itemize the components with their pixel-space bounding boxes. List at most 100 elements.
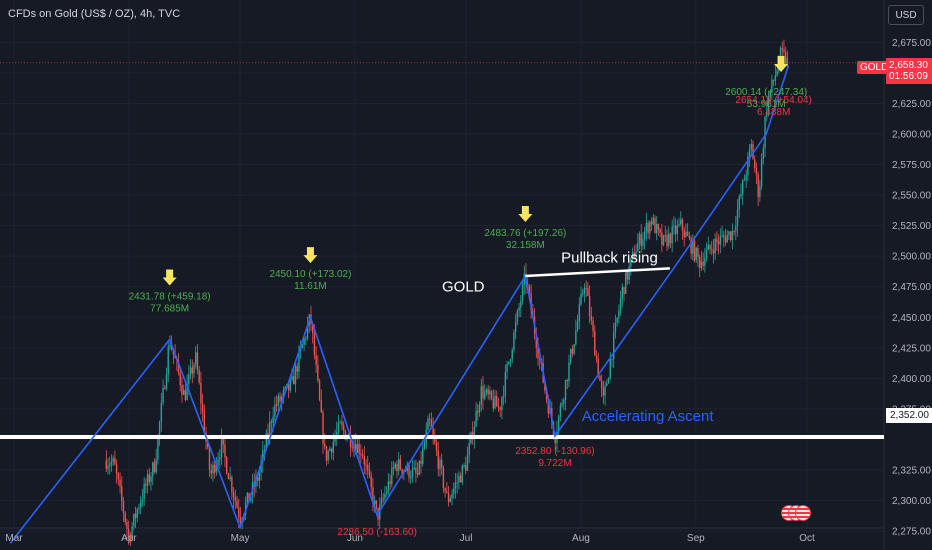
candle-body xyxy=(281,396,283,402)
candle-body xyxy=(736,209,739,226)
us-flag-icon[interactable] xyxy=(795,505,811,521)
candle-body xyxy=(674,225,677,234)
price-tick-label: 2,550.00 xyxy=(892,191,931,202)
candle-body xyxy=(217,459,219,465)
candle-body xyxy=(643,231,646,239)
candle-body xyxy=(329,448,331,451)
swing-price-label: 2483.76 (+197.26) xyxy=(484,228,566,239)
candle-body xyxy=(723,235,725,238)
price-tick-label: 2,575.00 xyxy=(892,160,931,171)
candle-body xyxy=(731,230,734,241)
candle-body xyxy=(459,475,462,483)
candle-body xyxy=(769,91,771,98)
candle-body xyxy=(659,229,661,233)
candle-body xyxy=(669,233,672,244)
candle-body xyxy=(422,448,424,464)
candle-body xyxy=(396,463,398,472)
candle-body xyxy=(537,347,539,359)
bar-countdown: 01:56:09 xyxy=(889,71,928,82)
candle-body xyxy=(169,345,171,348)
candle-body xyxy=(606,383,608,386)
candle-body xyxy=(475,410,477,427)
swing-volume-label: 77.685M xyxy=(150,304,189,315)
candle-body xyxy=(110,461,113,465)
candle-body xyxy=(580,294,582,305)
candle-body xyxy=(392,467,395,469)
swing-volume-label: 11.61M xyxy=(294,281,327,292)
candle-body xyxy=(575,330,577,345)
candle-body xyxy=(642,238,644,246)
price-tick-label: 2,400.00 xyxy=(892,374,931,385)
swing-price-label: 2600.14 (+247.34) xyxy=(725,87,807,98)
candle-body xyxy=(496,396,498,407)
candle-body xyxy=(293,376,295,385)
candle-body xyxy=(573,344,575,354)
candle-body xyxy=(494,396,496,409)
candle-body xyxy=(155,459,157,473)
candle-body xyxy=(662,235,665,245)
candle-body xyxy=(485,389,488,393)
candle-body xyxy=(692,240,694,254)
candle-body xyxy=(322,412,324,444)
candle-body xyxy=(203,411,206,433)
candle-body xyxy=(554,435,556,443)
last-price-badge: 2,658.30 01:56:09 xyxy=(886,58,932,84)
candle-body xyxy=(121,486,123,501)
candle-body xyxy=(717,241,720,245)
candle-body xyxy=(454,482,457,489)
down-arrow-icon xyxy=(774,56,789,72)
candle-body xyxy=(772,79,775,81)
candle-body xyxy=(456,482,458,484)
candle-body xyxy=(563,399,565,404)
candle-body xyxy=(489,391,491,395)
candle-body xyxy=(415,467,417,473)
price-tick-label: 2,675.00 xyxy=(892,38,931,49)
swing-volume-label: 32.158M xyxy=(506,240,545,251)
candle-body xyxy=(401,469,403,474)
candle-body xyxy=(721,235,723,237)
candle-body xyxy=(107,466,109,469)
price-tick-label: 2,275.00 xyxy=(892,527,931,538)
candle-body xyxy=(385,491,388,495)
candle-body xyxy=(179,372,181,386)
candle-body xyxy=(600,380,603,389)
candle-body xyxy=(363,455,365,465)
candle-body xyxy=(129,535,132,540)
gold-text-label: GOLD xyxy=(442,279,485,296)
candle-body xyxy=(208,447,211,470)
candle-body xyxy=(724,237,727,243)
candle-body xyxy=(210,469,212,474)
candle-body xyxy=(134,513,137,518)
candle-body xyxy=(112,458,114,462)
candle-body xyxy=(301,344,304,348)
currency-button[interactable]: USD xyxy=(888,5,924,25)
candle-body xyxy=(365,464,367,466)
candle-body xyxy=(657,224,660,230)
candle-body xyxy=(446,491,448,493)
candle-body xyxy=(626,272,629,280)
candle-body xyxy=(250,495,252,501)
candle-body xyxy=(411,468,414,478)
candle-body xyxy=(714,238,716,254)
candle-body xyxy=(382,498,384,500)
price-tick-label: 2,325.00 xyxy=(892,466,931,477)
candle-body xyxy=(222,438,224,445)
events-icons[interactable] xyxy=(781,505,811,523)
candle-body xyxy=(711,248,713,250)
candle-body xyxy=(196,352,199,371)
candle-body xyxy=(440,459,443,468)
candle-body xyxy=(439,459,441,469)
price-tick-label: 2,300.00 xyxy=(892,496,931,507)
candle-body xyxy=(272,416,274,423)
candle-body xyxy=(416,472,419,475)
candle-body xyxy=(428,418,431,420)
candle-body xyxy=(153,462,156,473)
candle-body xyxy=(645,223,648,232)
candle-body xyxy=(277,396,279,406)
candle-body xyxy=(325,446,328,461)
candle-body xyxy=(520,300,522,308)
candle-body xyxy=(597,358,599,376)
candle-body xyxy=(702,261,704,266)
swing-price-label: 2431.78 (+459.18) xyxy=(129,292,211,303)
